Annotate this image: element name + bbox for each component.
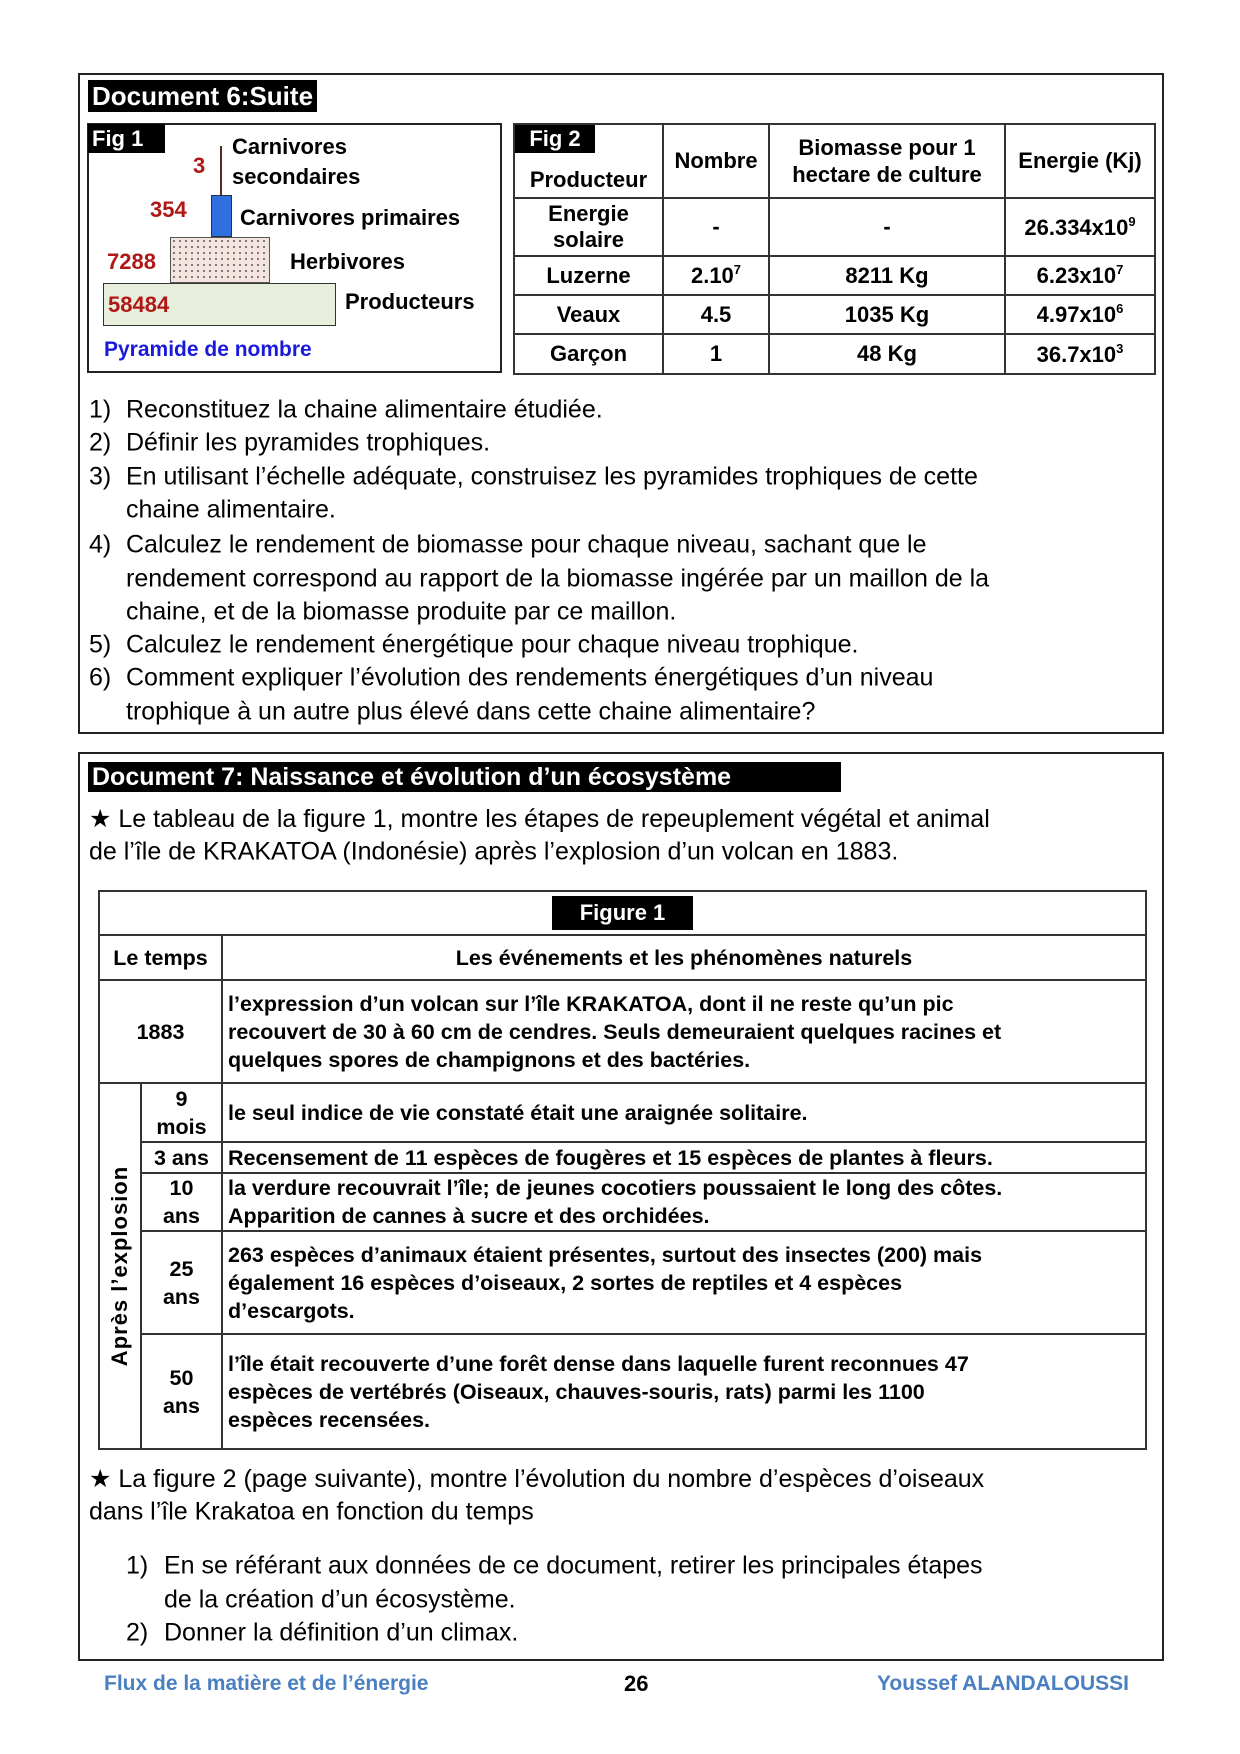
table-row: Garçon 1 48 Kg 36.7x103 [513,333,1156,375]
q6-6-num: 6) [89,663,112,692]
value-carnivores-secondaires: 3 [193,153,206,178]
header-energie: Energie (Kj) [1004,123,1156,199]
q6-4-text-2: rendement correspond au rapport de la bi… [126,564,990,593]
label-carnivores-secondaires-2: secondaires [232,164,361,189]
q7-1-text-2: de la création d’un écosystème. [164,1585,516,1614]
q6-1-text: Reconstituez la chaine alimentaire étudi… [126,395,603,424]
pyramid-bar-producteurs [103,283,336,326]
footer-right: Youssef ALANDALOUSSI [876,1672,1129,1695]
table-row: 3 ans Recensement de 11 espèces de fougè… [99,1141,1147,1174]
table-row: 25 ans 263 espèces d’animaux étaient prés… [99,1230,1147,1335]
table-row: 50 ans l’île était recouverte d’une forêt… [99,1333,1147,1450]
table-row: Luzerne 2.107 8211 Kg 6.23x107 [513,255,1156,296]
header-producteur: Fig 2 Producteur [513,123,664,199]
document-7-frame [78,752,1164,1661]
q6-5-text: Calculez le rendement énergétique pour c… [126,630,859,659]
table-row: Après l’explosion 9 mois le seul indice d… [98,1082,1147,1450]
label-herbivores: Herbivores [290,249,405,274]
header-biomasse: Biomasse pour 1 hectare de culture [768,123,1006,199]
table-row: 1883 l’expression d’un volcan sur l’île … [98,979,1147,1084]
fig1-pyramid-frame [87,123,502,373]
col-time-header: Le temps [98,934,223,981]
doc7-fig2-text-2: dans l’île Krakatoa en fonction du temps [89,1497,534,1526]
fig1-label: Fig 1 [88,124,165,153]
table-row: 10 ans la verdure recouvrait l’île; de je… [99,1172,1147,1232]
q6-3-text-1: En utilisant l’échelle adéquate, constru… [126,462,978,491]
footer-left: Flux de la matière et de l’énergie [104,1672,429,1695]
document-6-title: Document 6:Suite [88,80,318,112]
q7-1-num: 1) [126,1551,149,1580]
q6-4-text-3: chaine, et de la biomasse produite par c… [126,597,677,626]
table-row: Veaux 4.5 1035 Kg 4.97x106 [513,294,1156,335]
q6-3-text-2: chaine alimentaire. [126,495,336,524]
pyramid-bar-herbivores [170,237,270,283]
q6-4-num: 4) [89,530,112,559]
q6-5-num: 5) [89,630,112,659]
label-carnivores-secondaires-1: Carnivores [232,134,347,159]
header-nombre: Nombre [662,123,770,199]
label-producteurs: Producteurs [345,289,475,314]
q6-1-num: 1) [89,395,112,424]
pyramid-bar-carnivores-primaires [211,195,232,237]
q7-2-text: Donner la définition d’un climax. [164,1618,519,1647]
col-events-header: Les événements et les phénomènes naturel… [221,934,1147,981]
figure1-table: Figure 1 Le temps Les événements et les … [98,890,1147,1450]
q6-3-num: 3) [89,462,112,491]
figure1-header-cell: Figure 1 [98,890,1147,936]
figure1-label: Figure 1 [551,896,694,930]
doc7-intro-1: ★ Le tableau de la figure 1, montre les … [89,805,990,833]
fig2-label: Fig 2 [515,125,595,153]
q6-4-text-1: Calculez le rendement de biomasse pour c… [126,530,927,559]
label-carnivores-primaires: Carnivores primaires [240,205,461,230]
q6-6-text-2: trophique à un autre plus élevé dans cet… [126,697,816,726]
q6-2-num: 2) [89,428,112,457]
page-number: 26 [624,1671,649,1696]
document-7-title: Document 7: Naissance et évolution d’un … [88,762,841,792]
value-herbivores: 7288 [107,249,156,274]
fig1-caption: Pyramide de nombre [104,338,312,361]
document-6-frame [78,73,1164,734]
value-carnivores-primaires: 354 [150,197,187,222]
doc7-intro-2: de l’île de KRAKATOA (Indonésie) après l… [89,837,899,866]
side-label-cell: Après l’explosion [98,1082,142,1450]
q7-1-text-1: En se référant aux données de ce documen… [164,1551,983,1580]
q6-2-text: Définir les pyramides trophiques. [126,428,491,457]
table-row: Energie solaire - - 26.334x109 [513,197,1156,257]
value-producteurs: 58484 [108,292,170,317]
side-label: Après l’explosion [107,1165,132,1367]
q7-2-num: 2) [126,1618,149,1647]
doc7-fig2-text-1: ★ La figure 2 (page suivante), montre l’… [89,1465,985,1493]
q6-6-text-1: Comment expliquer l’évolution des rendem… [126,663,934,692]
pyramid-bar-carnivores-secondaires [220,146,222,195]
